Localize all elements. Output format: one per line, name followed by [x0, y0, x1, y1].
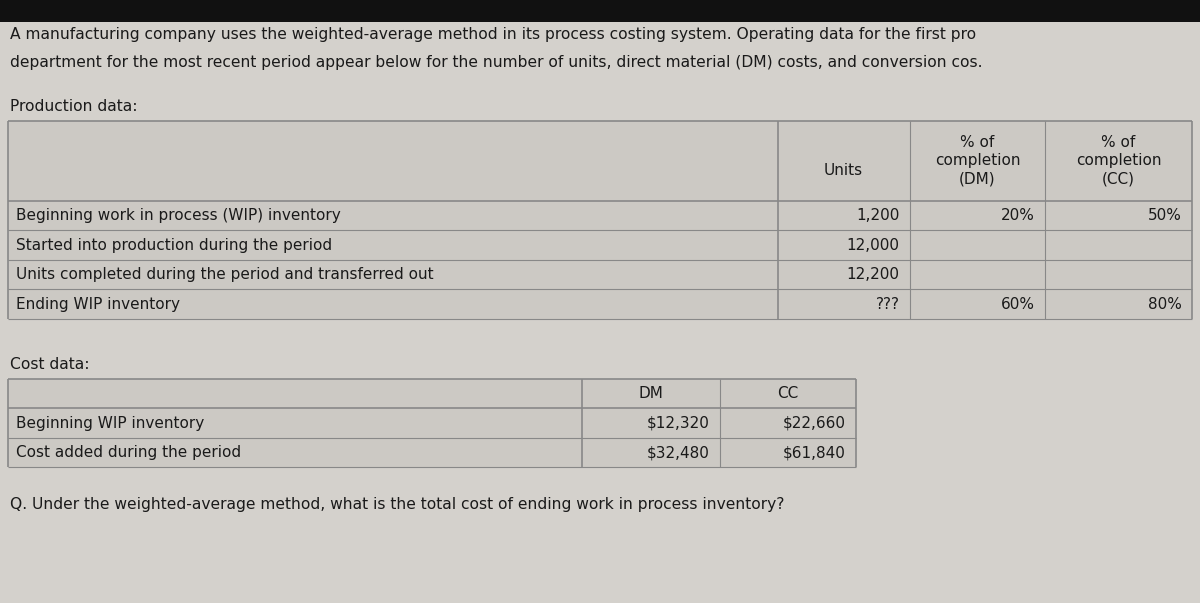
Text: Started into production during the period: Started into production during the perio…	[16, 238, 332, 253]
Text: $61,840: $61,840	[782, 445, 846, 460]
Text: Cost data:: Cost data:	[10, 357, 90, 372]
Text: 12,200: 12,200	[847, 267, 900, 282]
Bar	[8, 379, 856, 467]
Text: Production data:: Production data:	[10, 99, 138, 114]
Text: Units: Units	[824, 163, 863, 178]
Text: 12,000: 12,000	[847, 238, 900, 253]
Text: 50%: 50%	[1147, 208, 1182, 223]
Text: CC: CC	[778, 387, 798, 401]
Text: department for the most recent period appear below for the number of units, dire: department for the most recent period ap…	[10, 55, 983, 71]
Text: ???: ???	[876, 297, 900, 312]
Bar	[8, 121, 1192, 319]
Text: Units completed during the period and transferred out: Units completed during the period and tr…	[16, 267, 433, 282]
Text: $12,320: $12,320	[647, 415, 710, 431]
Text: Beginning WIP inventory: Beginning WIP inventory	[16, 415, 204, 431]
Text: Ending WIP inventory: Ending WIP inventory	[16, 297, 180, 312]
Text: 60%: 60%	[1001, 297, 1036, 312]
Text: 1,200: 1,200	[857, 208, 900, 223]
Text: $32,480: $32,480	[647, 445, 710, 460]
Text: $22,660: $22,660	[782, 415, 846, 431]
Text: Cost added during the period: Cost added during the period	[16, 445, 241, 460]
Text: % of
completion
(CC): % of completion (CC)	[1075, 136, 1162, 186]
Text: A manufacturing company uses the weighted-average method in its process costing : A manufacturing company uses the weighte…	[10, 27, 976, 42]
Text: 80%: 80%	[1147, 297, 1182, 312]
Text: % of
completion
(DM): % of completion (DM)	[935, 136, 1020, 186]
Text: Beginning work in process (WIP) inventory: Beginning work in process (WIP) inventor…	[16, 208, 341, 223]
Text: 20%: 20%	[1001, 208, 1036, 223]
Text: DM: DM	[638, 387, 664, 401]
Bar	[0, 0, 1200, 22]
Text: Q. Under the weighted-average method, what is the total cost of ending work in p: Q. Under the weighted-average method, wh…	[10, 497, 785, 513]
